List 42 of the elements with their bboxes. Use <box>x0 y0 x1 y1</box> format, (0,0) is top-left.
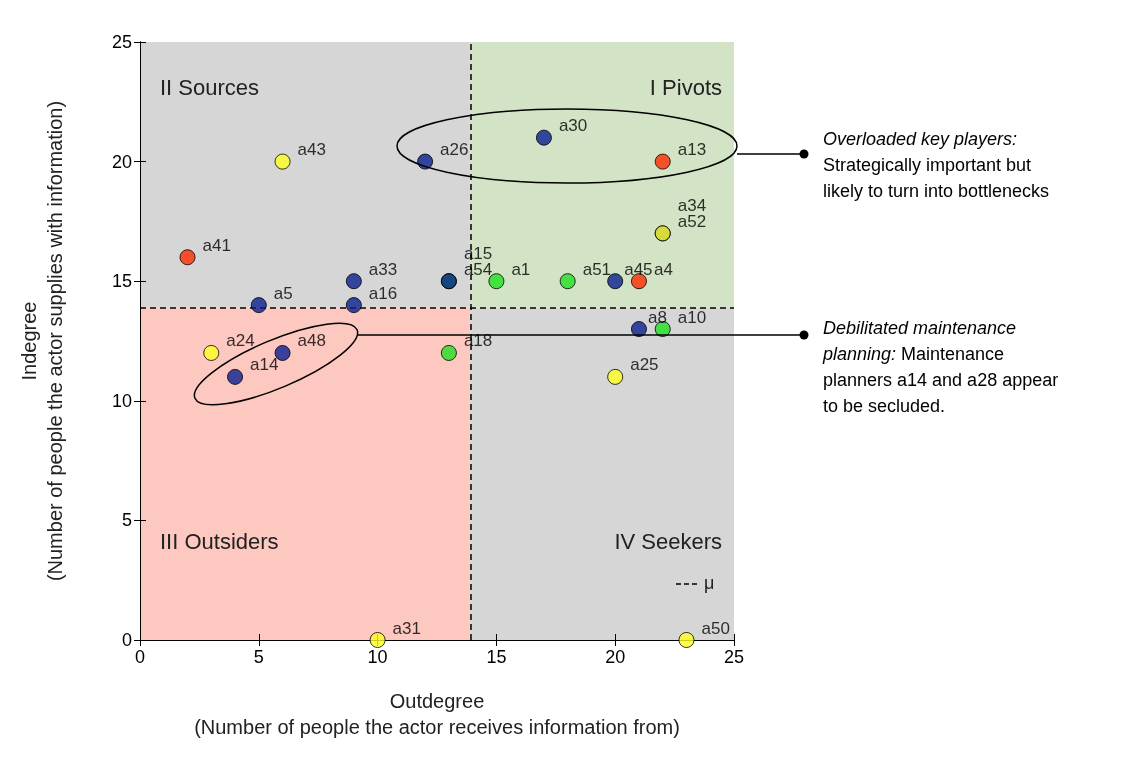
data-label: a16 <box>368 283 398 303</box>
data-label: a4 <box>653 259 673 279</box>
data-label: a50 <box>701 618 730 638</box>
data-label: a5 <box>273 283 293 303</box>
y-tick-label: 10 <box>111 390 132 411</box>
data-label: a48 <box>297 331 326 351</box>
text: Overloaded key players: Strategically important but likely to turn into bottlenecks <box>823 129 1050 201</box>
data-label: a30 <box>558 116 588 136</box>
data-label: a10 <box>677 307 707 327</box>
data-label: a14 <box>250 355 279 375</box>
x-tick-label: 0 <box>134 647 146 667</box>
data-label: a8 <box>647 307 667 327</box>
data-label: a43 <box>297 140 326 160</box>
y-tick-label: 5 <box>121 510 132 531</box>
x-tick-label: 20 <box>605 647 626 667</box>
data-label: a18 <box>463 331 493 351</box>
x-axis-title: Outdegree (Number of people the actor receives information from) <box>194 690 680 738</box>
x-tick-label: 25 <box>723 647 745 667</box>
data-label: a41 <box>202 235 231 255</box>
data-label: a45 <box>624 259 653 279</box>
y-tick-label: 0 <box>121 630 132 650</box>
data-label: a31 <box>392 618 421 638</box>
data-label: a25 <box>630 355 659 375</box>
y-tick-label: 15 <box>111 271 132 292</box>
data-label: a1 <box>511 259 531 279</box>
annotation: IV Seekers <box>614 528 722 554</box>
data-label: a51 <box>582 259 612 279</box>
data-label: a26 <box>440 140 469 160</box>
y-tick-label: 20 <box>111 151 132 172</box>
ref-line-label: μ <box>704 573 715 593</box>
x-tick-label: 5 <box>253 647 264 667</box>
data-label: a24 <box>226 331 255 351</box>
data-label: a33 <box>368 259 398 279</box>
y-axis-title: Indegree (Number of people the actor supplies with information) <box>18 100 66 582</box>
annotation: III Outsiders <box>160 528 279 554</box>
y-tick-label: 25 <box>111 32 132 52</box>
annotation: II Sources <box>160 74 260 100</box>
text: Debilitated maintenance planning: Maintenance planners a14 and a28 appear to be secluded. <box>822 318 1059 416</box>
x-tick-label: 10 <box>367 647 388 667</box>
x-tick-label: 15 <box>486 647 507 667</box>
data-label: a13 <box>677 140 707 160</box>
annotation: I Pivots <box>649 74 722 100</box>
